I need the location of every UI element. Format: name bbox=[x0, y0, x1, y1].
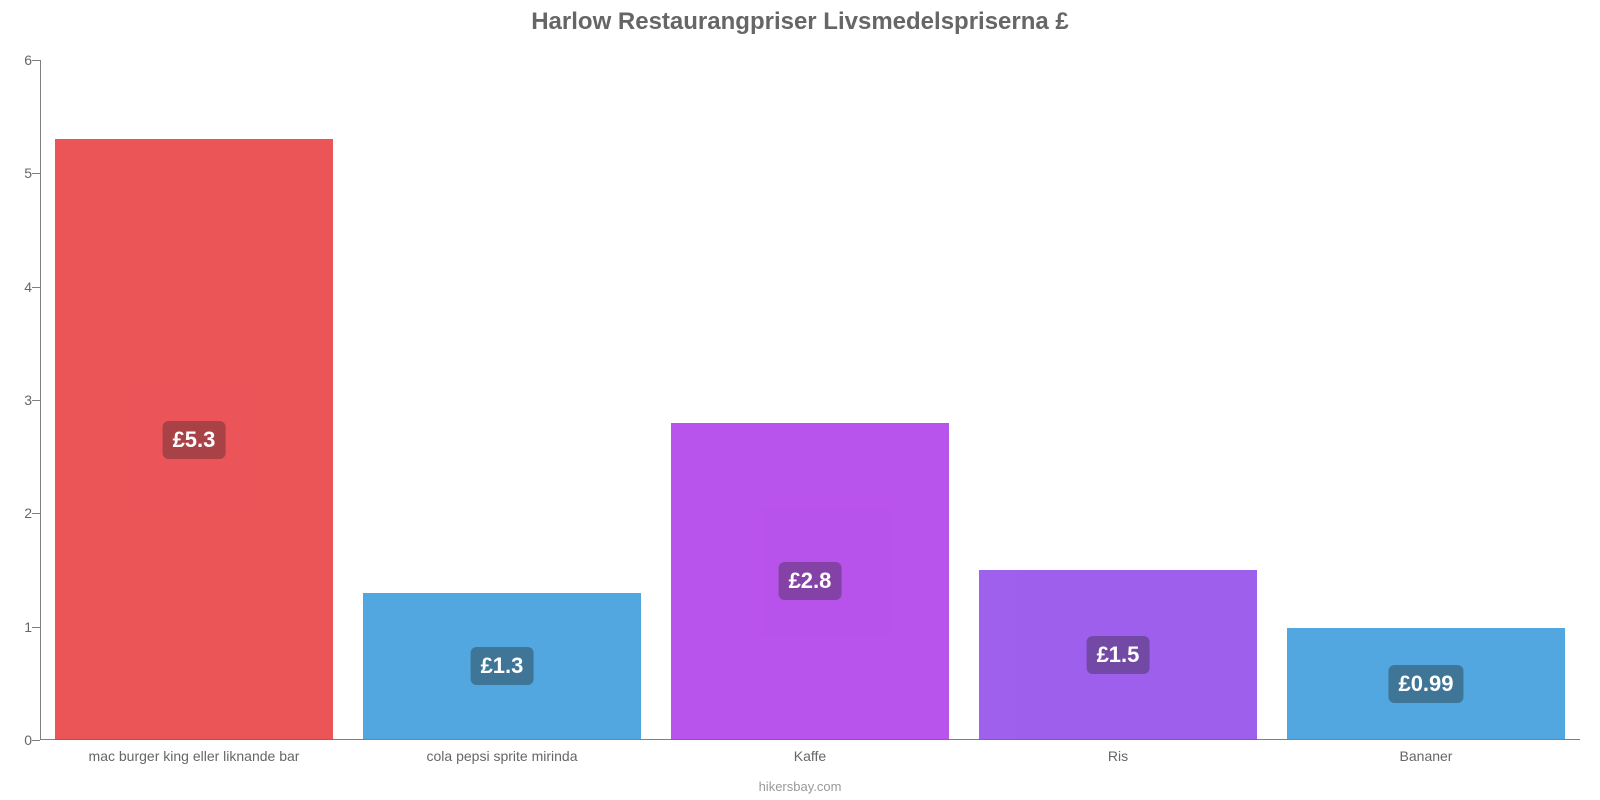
y-tick-label: 1 bbox=[8, 619, 32, 635]
y-tick bbox=[32, 627, 40, 628]
y-tick-label: 2 bbox=[8, 505, 32, 521]
x-tick-label: Ris bbox=[1108, 748, 1128, 764]
y-tick-label: 4 bbox=[8, 279, 32, 295]
bar: £5.3 bbox=[55, 139, 332, 740]
x-tick-label: cola pepsi sprite mirinda bbox=[427, 748, 578, 764]
bar: £2.8 bbox=[671, 423, 948, 740]
x-tick-label: mac burger king eller liknande bar bbox=[89, 748, 300, 764]
y-tick bbox=[32, 60, 40, 61]
plot-area: £5.3£1.3£2.8£1.5£0.99 0123456 mac burger… bbox=[40, 60, 1580, 740]
y-tick bbox=[32, 173, 40, 174]
y-tick bbox=[32, 400, 40, 401]
y-tick-label: 0 bbox=[8, 732, 32, 748]
chart-title: Harlow Restaurangpriser Livsmedelspriser… bbox=[0, 8, 1600, 36]
bar-value-label: £2.8 bbox=[779, 562, 842, 600]
y-tick-label: 6 bbox=[8, 52, 32, 68]
x-tick-label: Bananer bbox=[1400, 748, 1453, 764]
bar: £0.99 bbox=[1287, 628, 1564, 740]
bar-value-label: £1.5 bbox=[1087, 636, 1150, 674]
bar: £1.5 bbox=[979, 570, 1256, 740]
bars-container: £5.3 £1.3 £2.8 £1.5 £0.99 bbox=[40, 60, 1580, 740]
y-tick-label: 3 bbox=[8, 392, 32, 408]
y-tick bbox=[32, 513, 40, 514]
chart-footer: hikersbay.com bbox=[0, 779, 1600, 794]
y-tick-label: 5 bbox=[8, 165, 32, 181]
bar-value-label: £0.99 bbox=[1388, 665, 1463, 703]
y-tick bbox=[32, 740, 40, 741]
x-tick-label: Kaffe bbox=[794, 748, 826, 764]
bar-value-label: £1.3 bbox=[471, 647, 534, 685]
y-tick bbox=[32, 287, 40, 288]
bar-value-label: £5.3 bbox=[163, 421, 226, 459]
bar-chart: Harlow Restaurangpriser Livsmedelspriser… bbox=[0, 0, 1600, 800]
bar: £1.3 bbox=[363, 593, 640, 740]
